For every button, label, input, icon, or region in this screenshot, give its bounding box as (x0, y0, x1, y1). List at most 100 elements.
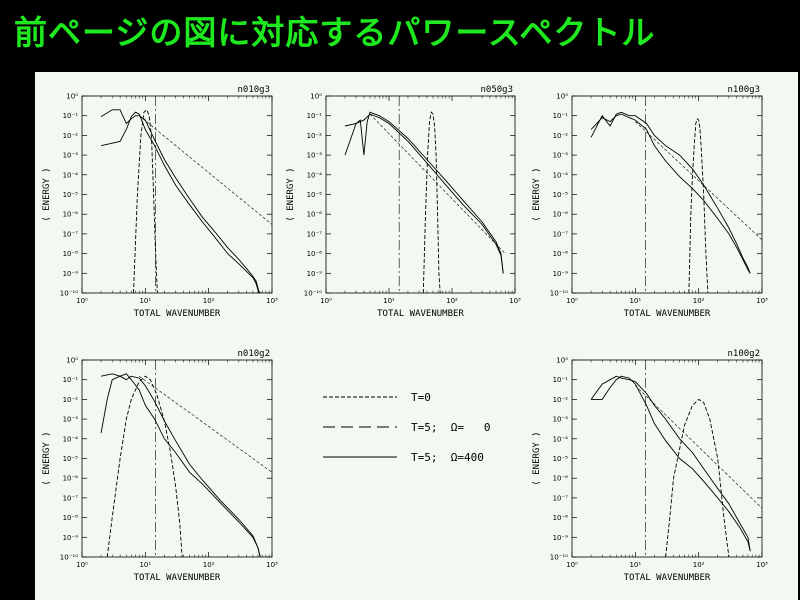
chart-panel-n050g3: 10⁰ 10¹ 10² 10³ 10⁰ 10⁻¹ 10⁻² 10⁻³ 10⁻⁴ 10⁻⁵ 10⁻⁶ 1… (286, 85, 521, 319)
y-tick-label: 10⁻⁶ (553, 211, 569, 219)
y-tick-label: 10⁻¹ (63, 112, 79, 120)
y-tick-label: 10⁻¹ (307, 112, 323, 120)
y-tick-label: 10⁻² (553, 132, 569, 140)
chart-panel-n010g2: 10⁰ 10¹ 10² 10³ 10⁰ 10⁻¹ 10⁻² 10⁻³ 10⁻⁴ 10⁻⁵ 10⁻⁶ 1… (42, 349, 278, 583)
x-tick-label: 10¹ (629, 561, 641, 569)
y-tick-label: 10⁻³ (553, 152, 569, 160)
series-line-dashed-0 (665, 398, 730, 557)
y-tick-label: 10⁰ (66, 93, 78, 101)
panel-title: n010g3 (237, 85, 270, 95)
y-axis-label: ( ENERGY ) (532, 167, 542, 221)
x-tick-label: 10² (203, 297, 215, 305)
series-line-solid-2 (590, 113, 751, 274)
series-line-shortdash-3 (139, 115, 272, 225)
series-line-dashed-0 (133, 109, 158, 293)
series-line-dashed-0 (688, 117, 709, 293)
x-axis-label: TOTAL WAVENUMBER (134, 309, 221, 319)
x-tick-label: 10⁰ (76, 561, 88, 569)
y-tick-label: 10⁻³ (63, 152, 79, 160)
chart-panel-n100g2: 10⁰ 10¹ 10² 10³ 10⁰ 10⁻¹ 10⁻² 10⁻³ 10⁻⁴ 10⁻⁵ 10⁻⁶ 1… (532, 349, 768, 583)
x-tick-label: 10⁰ (76, 297, 88, 305)
y-tick-label: 10⁻⁴ (63, 435, 79, 443)
y-tick-label: 10⁻¹ (63, 376, 79, 384)
panel-title: n050g3 (480, 85, 513, 95)
y-tick-label: 10⁻⁵ (553, 191, 569, 199)
y-axis-label: ( ENERGY ) (532, 431, 542, 485)
x-tick-label: 10³ (756, 561, 768, 569)
y-tick-label: 10⁻³ (63, 416, 79, 424)
y-axis-label: ( ENERGY ) (42, 167, 52, 221)
series-line-solid-2 (100, 109, 261, 293)
legend-label: T=5; Ω= 0 (411, 421, 490, 434)
y-tick-label: 10⁻⁴ (307, 171, 323, 179)
series-line-solid-2 (344, 113, 504, 274)
x-tick-label: 10⁰ (320, 297, 332, 305)
plot-frame (81, 95, 273, 294)
legend: T=0 T=5; Ω= 0 T=5; Ω=400 (323, 391, 490, 464)
y-tick-label: 10⁻⁸ (553, 514, 569, 522)
x-tick-label: 10² (693, 561, 705, 569)
series-line-shortdash-3 (635, 121, 762, 241)
y-tick-label: 10⁰ (556, 93, 568, 101)
plot-frame (571, 359, 763, 558)
y-tick-label: 10⁻¹ (553, 376, 569, 384)
y-tick-label: 10⁻⁸ (63, 250, 79, 258)
y-tick-label: 10⁻⁹ (63, 270, 79, 278)
legend-label: T=0 (411, 391, 431, 404)
y-tick-label: 10⁻¹⁰ (550, 290, 568, 298)
y-tick-label: 10⁰ (66, 357, 78, 365)
series-line-solid-2 (591, 375, 751, 552)
y-tick-label: 10⁰ (556, 357, 568, 365)
y-axis-label: ( ENERGY ) (286, 167, 296, 221)
y-tick-label: 10⁻¹ (553, 112, 569, 120)
chart-panel-n100g3: 10⁰ 10¹ 10² 10³ 10⁰ 10⁻¹ 10⁻² 10⁻³ 10⁻⁴ 10⁻⁵ 10⁻⁶ 1… (532, 85, 768, 319)
x-axis-label: TOTAL WAVENUMBER (624, 309, 711, 319)
slide-title: 前ページの図に対応するパワースペクトル (14, 13, 656, 52)
series-line-dashed-0 (422, 111, 441, 293)
panel-title: n100g2 (727, 349, 760, 359)
y-tick-label: 10⁻⁹ (63, 534, 79, 542)
x-axis-label: TOTAL WAVENUMBER (624, 573, 711, 583)
y-tick-label: 10⁻⁵ (63, 455, 79, 463)
y-tick-label: 10⁻¹⁰ (60, 290, 78, 298)
series-line-dashed-0 (106, 375, 183, 557)
x-tick-label: 10⁰ (566, 297, 578, 305)
y-tick-label: 10⁻⁷ (553, 494, 569, 502)
y-tick-label: 10⁻⁶ (63, 475, 79, 483)
x-tick-label: 10¹ (383, 297, 395, 305)
x-axis-label: TOTAL WAVENUMBER (377, 309, 464, 319)
x-tick-label: 10² (203, 561, 215, 569)
y-tick-label: 10⁻³ (307, 152, 323, 160)
y-tick-label: 10⁻⁴ (553, 171, 569, 179)
y-tick-label: 10⁻⁹ (553, 534, 569, 542)
y-axis-label: ( ENERGY ) (42, 431, 52, 485)
series-line-solid-2 (101, 373, 261, 557)
y-tick-label: 10⁻² (63, 396, 79, 404)
x-tick-label: 10¹ (629, 297, 641, 305)
y-tick-label: 10⁻⁹ (553, 270, 569, 278)
y-tick-label: 10⁰ (310, 93, 322, 101)
y-tick-label: 10⁻¹⁰ (550, 554, 568, 562)
panel-title: n100g3 (727, 85, 760, 95)
series-line-solid-1 (590, 375, 751, 552)
x-tick-label: 10³ (756, 297, 768, 305)
y-tick-label: 10⁻⁵ (553, 455, 569, 463)
y-tick-label: 10⁻⁶ (553, 475, 569, 483)
series-line-solid-1 (590, 111, 751, 274)
spectra-figure: 10⁰ 10¹ 10² 10³ 10⁰ 10⁻¹ 10⁻² 10⁻³ 10⁻⁴ 10⁻⁵ 10⁻⁶ 1… (35, 72, 798, 600)
y-tick-label: 10⁻² (307, 132, 323, 140)
series-line-solid-1 (100, 373, 261, 557)
y-tick-label: 10⁻⁴ (63, 171, 79, 179)
y-tick-label: 10⁻⁷ (63, 230, 79, 238)
y-tick-label: 10⁻² (553, 396, 569, 404)
x-axis-label: TOTAL WAVENUMBER (134, 573, 221, 583)
plot-frame (325, 95, 516, 294)
y-tick-label: 10⁻³ (553, 416, 569, 424)
y-tick-label: 10⁻¹⁰ (304, 290, 322, 298)
plot-frame (571, 95, 763, 294)
series-line-shortdash-3 (635, 385, 762, 509)
y-tick-label: 10⁻⁴ (553, 435, 569, 443)
y-tick-label: 10⁻² (63, 132, 79, 140)
y-tick-label: 10⁻¹⁰ (60, 554, 78, 562)
y-tick-label: 10⁻⁷ (553, 230, 569, 238)
